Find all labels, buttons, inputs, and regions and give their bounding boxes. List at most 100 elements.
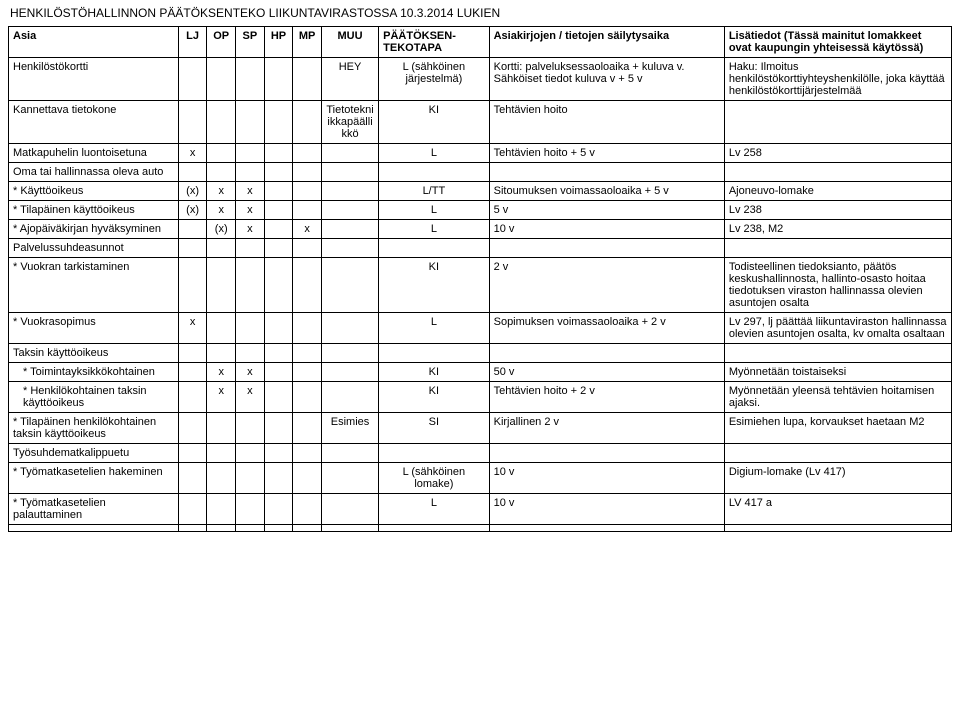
cell-asiakirja: Tehtävien hoito + 5 v xyxy=(489,144,724,163)
cell-mp xyxy=(293,363,322,382)
cell-lisatiedot: LV 417 a xyxy=(724,494,951,525)
cell-lj: x xyxy=(178,313,207,344)
cell-mp xyxy=(293,258,322,313)
cell-muu xyxy=(321,201,378,220)
cell-mp xyxy=(293,382,322,413)
cell-paatostapa: KI xyxy=(379,363,489,382)
cell-mp xyxy=(293,525,322,532)
table-row xyxy=(9,525,952,532)
table-row: * Ajopäiväkirjan hyväksyminen(x)xxL10 vL… xyxy=(9,220,952,239)
cell-op xyxy=(207,344,236,363)
cell-hp xyxy=(264,494,293,525)
cell-asia: * Tilapäinen käyttöoikeus xyxy=(9,201,179,220)
cell-asiakirja: 50 v xyxy=(489,363,724,382)
cell-muu: Esimies xyxy=(321,413,378,444)
cell-lisatiedot: Lv 258 xyxy=(724,144,951,163)
cell-paatostapa: L xyxy=(379,313,489,344)
cell-mp xyxy=(293,239,322,258)
cell-asia: * Henkilökohtainen taksin käyttöoikeus xyxy=(9,382,179,413)
cell-muu xyxy=(321,182,378,201)
table-row: Oma tai hallinnassa oleva auto xyxy=(9,163,952,182)
table-row: Henkilöstökortti HEYL (sähköinen järjeste… xyxy=(9,58,952,101)
cell-paatostapa: KI xyxy=(379,258,489,313)
cell-muu xyxy=(321,382,378,413)
cell-sp xyxy=(236,444,265,463)
cell-paatostapa: L (sähköinen järjestelmä) xyxy=(379,58,489,101)
cell-hp xyxy=(264,463,293,494)
cell-asiakirja xyxy=(489,525,724,532)
cell-muu xyxy=(321,239,378,258)
cell-lisatiedot: Myönnetään toistaiseksi xyxy=(724,363,951,382)
table-row: Taksin käyttöoikeus xyxy=(9,344,952,363)
col-sp: SP xyxy=(236,27,265,58)
cell-op xyxy=(207,525,236,532)
table-row: * Tilapäinen henkilökohtainen taksin käy… xyxy=(9,413,952,444)
cell-op: x xyxy=(207,382,236,413)
cell-asia: * Tilapäinen henkilökohtainen taksin käy… xyxy=(9,413,179,444)
cell-lisatiedot xyxy=(724,101,951,144)
cell-lj xyxy=(178,444,207,463)
table-row: Kannettava tietokoneTietotekniikkapäälli… xyxy=(9,101,952,144)
cell-lj xyxy=(178,58,207,101)
cell-op xyxy=(207,101,236,144)
col-mp: MP xyxy=(293,27,322,58)
cell-muu: Tietotekniikkapäällikkö xyxy=(321,101,378,144)
cell-sp xyxy=(236,525,265,532)
cell-sp: x xyxy=(236,382,265,413)
cell-lisatiedot xyxy=(724,525,951,532)
cell-sp xyxy=(236,258,265,313)
cell-paatostapa xyxy=(379,444,489,463)
cell-op xyxy=(207,258,236,313)
cell-op xyxy=(207,313,236,344)
cell-hp xyxy=(264,163,293,182)
cell-paatostapa: KI xyxy=(379,382,489,413)
cell-mp xyxy=(293,101,322,144)
cell-muu: HEY xyxy=(321,58,378,101)
cell-asia: * Työmatkasetelien hakeminen xyxy=(9,463,179,494)
cell-lj: (x) xyxy=(178,182,207,201)
cell-op xyxy=(207,163,236,182)
cell-lisatiedot: Myönnetään yleensä tehtävien hoitamisen … xyxy=(724,382,951,413)
table-row: * Tilapäinen käyttöoikeus(x)xxL5 vLv 238 xyxy=(9,201,952,220)
cell-op xyxy=(207,494,236,525)
cell-mp xyxy=(293,444,322,463)
cell-asiakirja: Sopimuksen voimassaoloaika + 2 v xyxy=(489,313,724,344)
cell-lisatiedot: Haku: Ilmoitus henkilöstökorttiyhteyshen… xyxy=(724,58,951,101)
cell-lisatiedot xyxy=(724,344,951,363)
cell-asiakirja: Tehtävien hoito + 2 v xyxy=(489,382,724,413)
cell-hp xyxy=(264,413,293,444)
cell-sp xyxy=(236,494,265,525)
cell-asiakirja xyxy=(489,344,724,363)
cell-sp xyxy=(236,463,265,494)
table-row: * Työmatkasetelien palauttaminenL10 vLV … xyxy=(9,494,952,525)
cell-op xyxy=(207,444,236,463)
cell-asia: Henkilöstökortti xyxy=(9,58,179,101)
cell-sp: x xyxy=(236,201,265,220)
cell-sp xyxy=(236,413,265,444)
table-row: * VuokrasopimusxLSopimuksen voimassaoloa… xyxy=(9,313,952,344)
cell-op: (x) xyxy=(207,220,236,239)
cell-hp xyxy=(264,182,293,201)
cell-lisatiedot xyxy=(724,163,951,182)
cell-mp xyxy=(293,494,322,525)
table-header: Asia LJ OP SP HP MP MUU PÄÄTÖKSEN-TEKOTA… xyxy=(9,27,952,58)
cell-lisatiedot: Ajoneuvo-lomake xyxy=(724,182,951,201)
cell-mp xyxy=(293,413,322,444)
table-row: Työsuhdematkalippuetu xyxy=(9,444,952,463)
cell-muu xyxy=(321,344,378,363)
cell-muu xyxy=(321,494,378,525)
cell-sp xyxy=(236,239,265,258)
cell-hp xyxy=(264,525,293,532)
cell-muu xyxy=(321,144,378,163)
cell-lisatiedot: Lv 297, lj päättää liikuntaviraston hall… xyxy=(724,313,951,344)
col-hp: HP xyxy=(264,27,293,58)
cell-hp xyxy=(264,382,293,413)
cell-asiakirja xyxy=(489,444,724,463)
document-title: HENKILÖSTÖHALLINNON PÄÄTÖKSENTEKO LIIKUN… xyxy=(10,6,952,20)
cell-lisatiedot: Lv 238 xyxy=(724,201,951,220)
cell-asia: * Käyttöoikeus xyxy=(9,182,179,201)
cell-muu xyxy=(321,313,378,344)
cell-hp xyxy=(264,201,293,220)
decision-table: Asia LJ OP SP HP MP MUU PÄÄTÖKSEN-TEKOTA… xyxy=(8,26,952,532)
table-body: Henkilöstökortti HEYL (sähköinen järjeste… xyxy=(9,58,952,532)
